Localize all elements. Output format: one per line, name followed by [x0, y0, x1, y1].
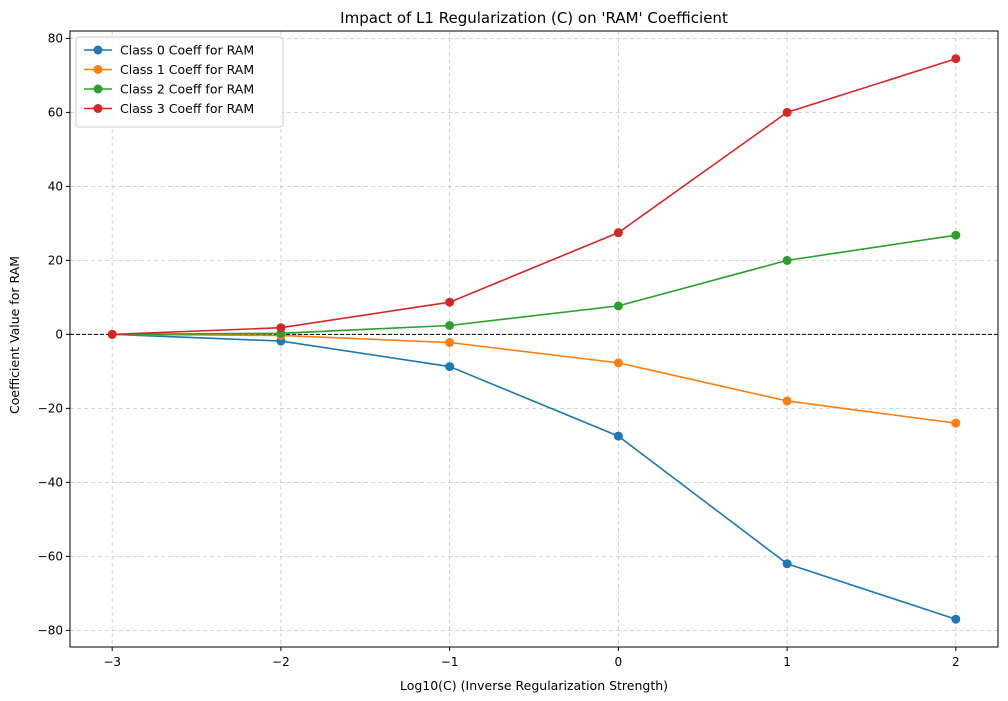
- y-tick-label: 40: [48, 179, 63, 193]
- data-point: [445, 320, 455, 330]
- y-tick-label: −40: [38, 475, 63, 489]
- plot-frame: [69, 30, 999, 648]
- legend-label: Class 0 Coeff for RAM: [120, 43, 254, 58]
- y-tick-label: 60: [48, 105, 63, 119]
- data-point: [276, 323, 286, 333]
- data-point: [951, 614, 961, 624]
- legend-marker: [93, 104, 103, 113]
- x-tick-label: −3: [103, 655, 121, 669]
- x-tick-label: −2: [272, 655, 290, 669]
- data-point: [782, 396, 792, 406]
- x-axis-label: Log10(C) (Inverse Regularization Strengt…: [400, 678, 668, 693]
- series-line: [112, 57, 957, 336]
- data-point: [782, 559, 792, 569]
- data-point: [107, 329, 117, 339]
- data-point: [445, 297, 455, 307]
- legend-marker: [93, 65, 103, 74]
- data-point: [782, 107, 792, 117]
- legend-marker: [93, 84, 103, 94]
- data-point: [613, 431, 623, 441]
- legend-marker: [93, 45, 103, 55]
- data-point: [445, 362, 455, 372]
- y-tick-label: −80: [38, 623, 63, 637]
- series-3: [107, 54, 961, 339]
- legend-item: Class 0 Coeff for RAM: [84, 43, 254, 58]
- x-tick-label: 1: [783, 655, 791, 669]
- data-point: [951, 54, 961, 64]
- series-line: [112, 333, 956, 424]
- data-point: [951, 418, 961, 428]
- data-point: [613, 228, 623, 238]
- y-axis-label: Coefficient Value for RAM: [7, 256, 22, 414]
- y-tick-label: 80: [48, 31, 63, 45]
- legend-box: [75, 36, 284, 128]
- series-layer: [107, 54, 961, 624]
- data-point: [613, 358, 623, 368]
- y-tick-label: −20: [38, 401, 63, 415]
- series-line: [112, 234, 956, 336]
- chart-title: Impact of L1 Regularization (C) on 'RAM'…: [340, 9, 728, 27]
- series-line: [112, 333, 957, 621]
- x-tick-label: 0: [615, 655, 623, 669]
- x-tick-label: −1: [441, 655, 459, 669]
- legend-item: Class 1 Coeff for RAM: [84, 62, 254, 77]
- data-point: [613, 301, 623, 311]
- legend: Class 0 Coeff for RAM Class 1 Coeff for R…: [75, 36, 284, 128]
- legend-item: Class 2 Coeff for RAM: [84, 82, 254, 97]
- data-point: [445, 338, 455, 348]
- y-tick-label: 20: [48, 253, 63, 267]
- y-tick-label: 0: [55, 327, 63, 341]
- x-axis-ticks: −3 −2 −1 0 1 2: [103, 647, 960, 669]
- data-point: [782, 255, 792, 265]
- y-tick-label: −60: [38, 549, 63, 563]
- y-axis-ticks: −80 −60 −40 −20 0 20 40 60 80: [38, 31, 70, 637]
- legend-item: Class 3 Coeff for RAM: [84, 101, 254, 116]
- x-tick-label: 2: [952, 655, 960, 669]
- legend-label: Class 3 Coeff for RAM: [120, 101, 254, 116]
- data-point: [951, 230, 961, 240]
- legend-label: Class 2 Coeff for RAM: [120, 82, 254, 97]
- legend-label: Class 1 Coeff for RAM: [120, 62, 254, 77]
